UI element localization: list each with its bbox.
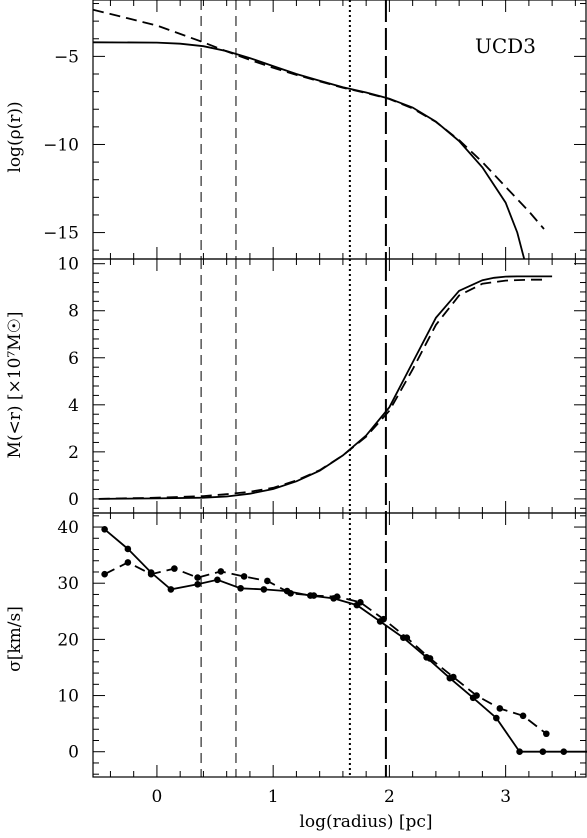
mass-ytick-label: 4 [68, 396, 79, 416]
mass-series-solid [98, 275, 553, 500]
dispersion-point [217, 568, 225, 575]
dispersion-point [560, 748, 568, 756]
dispersion-ylabel: σ[km/s] [5, 606, 25, 672]
xtick-label: 0 [152, 787, 163, 807]
mass-ytick-label: 10 [57, 255, 79, 275]
mass-series-dashed [98, 278, 547, 500]
mass-panel: 0 2 4 6 8 10 [57, 255, 587, 514]
mass-ytick-label: 8 [68, 302, 79, 322]
dispersion-point [214, 576, 221, 584]
dispersion-ytick-label: 0 [68, 743, 79, 763]
xtick-label: 1 [268, 787, 279, 807]
dispersion-point [167, 586, 175, 593]
dispersion-point [264, 577, 271, 585]
mass-frame [92, 258, 587, 514]
dispersion-point [450, 673, 457, 681]
dispersion-point [473, 692, 480, 699]
dispersion-point [426, 655, 434, 662]
dispersion-point [519, 712, 527, 720]
dispersion-point [237, 584, 244, 592]
mass-ytick-label: 2 [68, 443, 79, 463]
dispersion-point [260, 586, 268, 593]
dispersion-point [101, 570, 108, 578]
mass-ytick-label: 6 [68, 349, 79, 369]
xtick-label: 3 [500, 787, 511, 807]
density-series-dashed [93, 8, 545, 230]
density-ytick-label: −5 [54, 47, 79, 67]
dispersion-series-dashed [104, 561, 547, 735]
dispersion-point [194, 574, 201, 581]
density-series-solid [93, 41, 526, 259]
dispersion-point [493, 714, 500, 722]
dispersion-point [124, 545, 132, 553]
dispersion-point [240, 573, 248, 580]
dispersion-point [403, 634, 411, 641]
dispersion-point [380, 615, 387, 623]
dispersion-point [287, 590, 294, 597]
dispersion-point [496, 705, 504, 712]
dispersion-point [516, 748, 523, 756]
mass-ytick-label: 0 [68, 490, 79, 510]
dispersion-point [147, 570, 155, 578]
dispersion-panel: 0 10 20 30 40 0 1 2 3 [57, 512, 587, 807]
x-axis-label: log(radius) [pc] [299, 812, 432, 832]
dispersion-point [124, 559, 132, 566]
dispersion-frame [92, 512, 587, 778]
dispersion-point [171, 565, 178, 572]
dispersion-point [357, 599, 364, 606]
dispersion-point [539, 748, 547, 756]
dispersion-ytick-label: 10 [57, 687, 79, 707]
density-panel: −15 −10 −5 [43, 0, 587, 260]
dispersion-point [543, 730, 550, 738]
dispersion-ytick-label: 40 [57, 518, 79, 538]
xtick-label: 2 [384, 787, 395, 807]
density-ytick-label: −10 [43, 135, 79, 155]
dispersion-ytick-label: 30 [57, 574, 79, 594]
dispersion-point [101, 525, 108, 533]
density-ylabel: log(ρ(r)) [5, 101, 25, 172]
dispersion-point [310, 592, 318, 599]
dispersion-point [333, 593, 341, 600]
dispersion-ytick-label: 20 [57, 630, 79, 650]
density-annotation: UCD3 [475, 34, 536, 58]
density-ytick-label: −15 [43, 224, 79, 244]
mass-ylabel: M(<r) [×10⁷M☉] [5, 311, 25, 458]
dispersion-point [194, 581, 201, 588]
